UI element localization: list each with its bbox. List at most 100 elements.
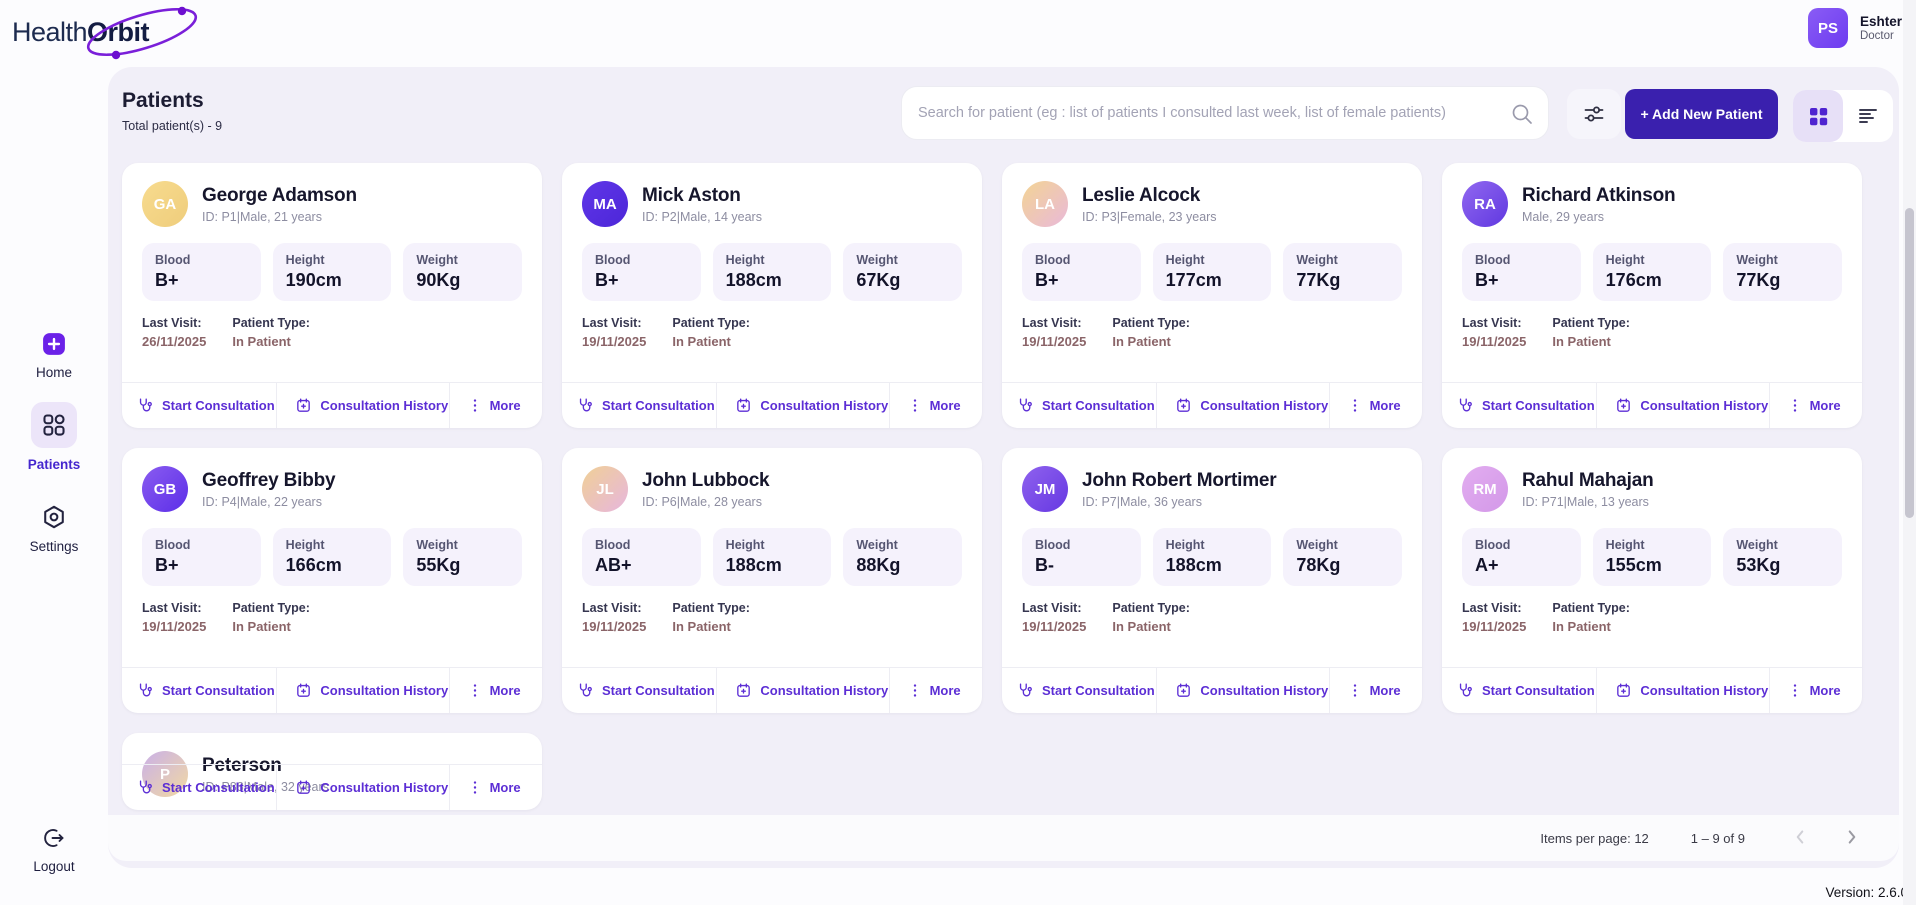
more-button[interactable]: More	[1770, 668, 1862, 713]
start-consultation-button[interactable]: Start Consultation	[1002, 668, 1158, 713]
start-consultation-button[interactable]: Start Consultation	[1442, 668, 1598, 713]
consultation-history-button[interactable]: Consultation History	[717, 383, 890, 428]
start-consultation-button[interactable]: Start Consultation	[1442, 383, 1598, 428]
start-consultation-button[interactable]: Start Consultation	[1002, 383, 1158, 428]
start-consultation-button[interactable]: Start Consultation	[562, 383, 718, 428]
consultation-history-button[interactable]: Consultation History	[1597, 668, 1770, 713]
patient-type-value: In Patient	[1112, 334, 1171, 349]
patient-name: Rahul Mahajan	[1522, 469, 1654, 491]
last-visit-value: 19/11/2025	[1462, 334, 1527, 349]
more-button[interactable]: More	[890, 383, 982, 428]
height-value: 155cm	[1605, 555, 1662, 575]
consultation-history-button[interactable]: Consultation History	[1597, 383, 1770, 428]
consultation-history-button[interactable]: Consultation History	[1157, 668, 1330, 713]
previous-page-button[interactable]	[1787, 824, 1813, 853]
patient-meta: ID: P6|Male, 28 years	[642, 494, 762, 509]
logo-text-bold: Orbit	[87, 16, 150, 47]
blood-value: AB+	[595, 555, 632, 575]
start-consultation-label: Start Consultation	[602, 683, 715, 698]
weight-value: 77Kg	[1296, 270, 1341, 290]
user-role: Doctor	[1859, 30, 1894, 42]
patient-type-value: In Patient	[1552, 334, 1611, 349]
logo-text-light: Health	[12, 16, 88, 47]
more-button[interactable]: More	[890, 668, 982, 713]
user-profile[interactable]: PS Eshter Doctor	[1807, 8, 1902, 48]
height-chip: Height 188cm	[712, 243, 832, 301]
search-icon[interactable]	[1510, 102, 1534, 126]
consultation-history-button[interactable]: Consultation History	[277, 383, 450, 428]
page-scrollbar[interactable]	[1903, 0, 1916, 905]
kebab-menu-icon	[1793, 684, 1796, 697]
sidebar-home-label: Home	[35, 365, 72, 380]
add-new-patient-button[interactable]: + Add New Patient	[1625, 89, 1778, 139]
grid-view-button[interactable]	[1793, 90, 1843, 142]
height-value: 190cm	[285, 270, 342, 290]
more-label: More	[1809, 683, 1841, 698]
sidebar-item-settings[interactable]: Settings	[0, 504, 108, 554]
patient-card: RA Richard Atkinson Male, 29 years Blood…	[1442, 163, 1862, 428]
more-label: More	[1369, 683, 1401, 698]
consultation-history-button[interactable]: Consultation History	[717, 668, 890, 713]
last-visit-label: Last Visit:	[142, 601, 202, 615]
items-per-page-value[interactable]: 12	[1634, 830, 1649, 846]
patient-meta: ID: P1|Male, 21 years	[202, 209, 322, 224]
calendar-plus-icon	[1617, 683, 1631, 697]
last-visit: Last Visit: 19/11/2025	[582, 316, 646, 349]
more-button[interactable]: More	[1770, 383, 1862, 428]
filter-button[interactable]	[1567, 89, 1621, 139]
last-visit: Last Visit: 19/11/2025	[1462, 601, 1526, 634]
last-visit-value: 26/11/2025	[142, 334, 207, 349]
patient-name: Geoffrey Bibby	[202, 469, 336, 491]
more-button[interactable]: More	[1330, 383, 1422, 428]
last-visit-label: Last Visit:	[582, 601, 642, 615]
height-value: 166cm	[285, 555, 342, 575]
scrollbar-thumb[interactable]	[1905, 208, 1914, 518]
weight-label: Weight	[1736, 253, 1778, 267]
chevron-right-icon	[1848, 829, 1856, 844]
consultation-history-button[interactable]: Consultation History	[277, 765, 450, 810]
items-per-page: Items per page: 12	[1540, 831, 1648, 846]
start-consultation-button[interactable]: Start Consultation	[122, 765, 278, 810]
more-button[interactable]: More	[450, 383, 542, 428]
start-consultation-button[interactable]: Start Consultation	[122, 383, 278, 428]
height-chip: Height 166cm	[272, 528, 392, 586]
search-input[interactable]	[902, 87, 1548, 139]
weight-value: 78Kg	[1296, 555, 1341, 575]
blood-chip: Blood B+	[1022, 243, 1141, 301]
list-view-button[interactable]	[1843, 90, 1893, 142]
start-consultation-button[interactable]: Start Consultation	[562, 668, 718, 713]
user-avatar[interactable]: PS	[1807, 8, 1848, 48]
blood-value: B+	[155, 270, 179, 290]
weight-chip: Weight 88Kg	[843, 528, 963, 586]
last-visit-value: 19/11/2025	[582, 334, 647, 349]
blood-chip: Blood B+	[582, 243, 701, 301]
consultation-history-label: Consultation History	[760, 398, 889, 413]
last-visit-label: Last Visit:	[1022, 601, 1082, 615]
more-button[interactable]: More	[450, 668, 542, 713]
height-chip: Height 177cm	[1152, 243, 1272, 301]
start-consultation-button[interactable]: Start Consultation	[122, 668, 278, 713]
sidebar-item-home[interactable]: Home	[0, 332, 108, 380]
blood-chip: Blood B+	[142, 243, 261, 301]
height-label: Height	[285, 538, 325, 552]
more-button[interactable]: More	[1330, 668, 1422, 713]
consultation-history-button[interactable]: Consultation History	[277, 668, 450, 713]
start-consultation-label: Start Consultation	[1042, 398, 1155, 413]
patient-count: Total patient(s) - 9	[122, 119, 223, 133]
patient-type: Patient Type: In Patient	[232, 601, 310, 634]
weight-value: 55Kg	[416, 555, 461, 575]
sidebar-item-patients[interactable]: Patients	[0, 402, 108, 472]
height-label: Height	[725, 253, 765, 267]
patient-name: John Lubbock	[642, 469, 770, 491]
weight-chip: Weight 78Kg	[1283, 528, 1403, 586]
items-per-page-label: Items per page:	[1540, 830, 1635, 846]
patient-type-value: In Patient	[1552, 619, 1611, 634]
weight-label: Weight	[856, 538, 898, 552]
more-button[interactable]: More	[450, 765, 542, 810]
last-visit-value: 19/11/2025	[582, 619, 647, 634]
patient-name: Leslie Alcock	[1082, 184, 1201, 206]
consultation-history-button[interactable]: Consultation History	[1157, 383, 1330, 428]
sidebar-item-logout[interactable]: Logout	[0, 826, 108, 874]
next-page-button[interactable]	[1839, 824, 1865, 853]
patient-card: LA Leslie Alcock ID: P3|Female, 23 years…	[1002, 163, 1422, 428]
